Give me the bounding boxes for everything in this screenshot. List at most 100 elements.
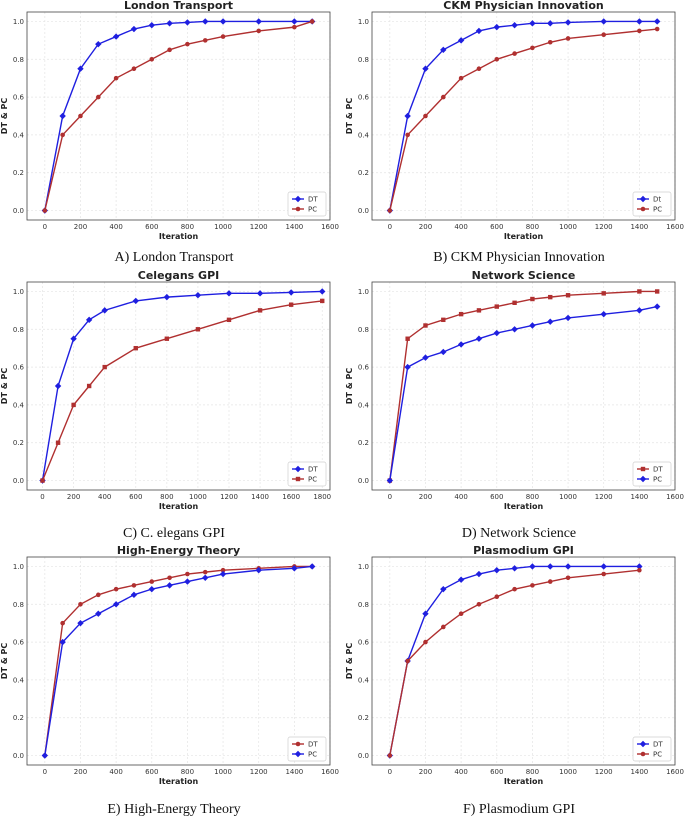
data-point-red xyxy=(167,575,172,581)
data-point-blue xyxy=(404,363,411,371)
data-point-blue xyxy=(636,18,643,25)
data-point-blue xyxy=(95,40,102,48)
data-point-red xyxy=(202,38,208,43)
x-tick-label: 0 xyxy=(388,223,392,231)
data-point-red xyxy=(637,567,642,573)
x-tick-label: 1600 xyxy=(666,223,684,231)
x-tick-label: 1000 xyxy=(189,493,207,501)
legend-label: PC xyxy=(308,476,317,484)
y-tick-label: 0.0 xyxy=(13,752,24,760)
data-point-blue xyxy=(184,578,191,585)
y-tick-label: 0.8 xyxy=(13,56,24,64)
x-tick-label: 400 xyxy=(454,768,467,776)
x-tick-label: 0 xyxy=(43,768,47,776)
data-point-blue xyxy=(457,37,465,44)
data-point-blue xyxy=(291,565,298,572)
data-point-blue xyxy=(564,563,572,570)
data-point-blue xyxy=(493,23,500,31)
data-point-blue xyxy=(475,335,483,342)
data-point-red xyxy=(440,624,446,630)
y-tick-label: 0.4 xyxy=(358,401,370,409)
legend-label: DT xyxy=(653,466,663,474)
y-tick-label: 0.6 xyxy=(358,94,370,102)
x-tick-label: 0 xyxy=(40,493,44,501)
x-tick-label: 600 xyxy=(145,768,158,776)
series-line-red xyxy=(44,20,313,211)
data-point-blue xyxy=(493,329,500,337)
data-point-red xyxy=(102,364,107,370)
data-point-red xyxy=(637,28,642,34)
data-point-red xyxy=(423,639,428,645)
data-point-red xyxy=(440,94,446,100)
x-tick-label: 1600 xyxy=(282,493,300,501)
data-point-blue xyxy=(529,20,536,27)
data-point-blue xyxy=(404,112,411,120)
data-point-red xyxy=(292,24,297,30)
legend-label: PC xyxy=(653,206,662,214)
series-line-blue xyxy=(44,565,313,756)
data-point-blue xyxy=(132,297,139,305)
x-tick-label: 1800 xyxy=(313,493,331,501)
data-point-red xyxy=(494,304,499,309)
data-point-blue xyxy=(54,382,62,390)
x-tick-label: 200 xyxy=(419,768,432,776)
x-tick-label: 0 xyxy=(388,493,392,501)
legend-marker-blue xyxy=(294,195,302,203)
y-tick-label: 0.4 xyxy=(13,131,25,139)
data-point-red xyxy=(95,94,101,100)
data-point-red xyxy=(113,75,119,81)
x-tick-label: 1400 xyxy=(285,768,303,776)
data-point-blue xyxy=(422,354,429,361)
data-point-blue xyxy=(202,18,209,25)
y-tick-label: 1.0 xyxy=(358,563,369,571)
series-line-blue xyxy=(389,565,640,756)
data-point-red xyxy=(86,383,92,389)
y-tick-label: 1.0 xyxy=(358,18,369,26)
data-point-red xyxy=(494,56,500,62)
data-point-blue xyxy=(77,65,84,72)
legend-label: Dt xyxy=(653,196,661,204)
y-tick-label: 0.6 xyxy=(13,639,25,647)
x-tick-label: 1600 xyxy=(666,768,684,776)
x-tick-label: 1200 xyxy=(595,493,613,501)
x-tick-label: 1200 xyxy=(250,768,268,776)
data-point-blue xyxy=(457,576,465,583)
data-point-red xyxy=(405,336,410,341)
x-tick-label: 1400 xyxy=(630,493,648,501)
data-point-blue xyxy=(287,289,295,296)
y-tick-label: 1.0 xyxy=(13,563,24,571)
data-point-blue xyxy=(166,582,173,589)
data-point-red xyxy=(476,601,482,607)
series-line-blue xyxy=(41,290,323,481)
data-point-red xyxy=(565,36,571,41)
y-tick-label: 0.2 xyxy=(13,169,24,177)
data-point-red xyxy=(40,478,45,483)
data-point-red xyxy=(387,753,393,758)
y-axis-label: DT & PC xyxy=(0,98,9,135)
data-point-blue xyxy=(70,335,77,342)
data-point-red xyxy=(530,296,535,302)
legend-label: PC xyxy=(653,476,662,484)
y-tick-label: 0.6 xyxy=(13,364,25,372)
data-point-blue xyxy=(95,610,102,617)
data-point-blue xyxy=(547,20,554,27)
x-tick-label: 0 xyxy=(388,768,392,776)
legend-box xyxy=(632,461,672,487)
data-point-blue xyxy=(59,112,66,120)
data-point-blue xyxy=(600,563,607,570)
data-point-blue xyxy=(194,292,202,299)
data-point-red xyxy=(441,317,446,323)
y-tick-label: 0.0 xyxy=(358,477,369,485)
legend-label: PC xyxy=(308,206,317,214)
data-point-red xyxy=(458,311,464,317)
x-tick-label: 1200 xyxy=(595,223,613,231)
data-point-blue xyxy=(101,307,108,314)
data-point-red xyxy=(601,571,607,577)
chart-panel-a: 0 200 400 600 800 1000 1200 1400 1600 0.0 0.2 0.4 0.… xyxy=(0,0,340,250)
y-tick-label: 0.4 xyxy=(358,131,370,139)
legend-marker-red xyxy=(295,206,301,212)
data-point-blue xyxy=(219,570,227,578)
x-tick-label: 200 xyxy=(419,493,432,501)
y-tick-label: 0.6 xyxy=(358,364,370,372)
legend-box xyxy=(287,461,327,487)
